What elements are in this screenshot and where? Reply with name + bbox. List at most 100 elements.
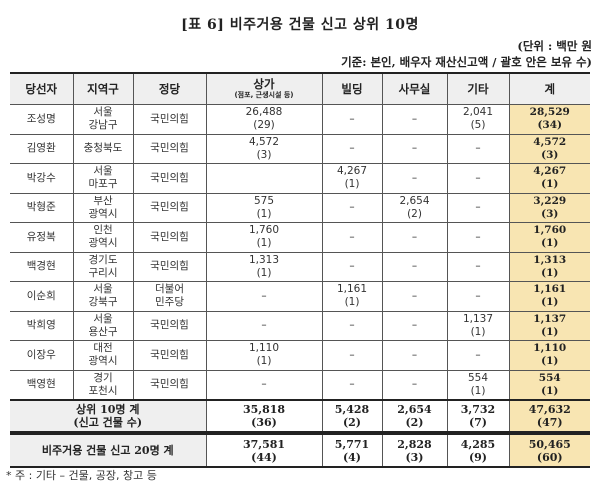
cell-total: 1,137 (1) [508, 310, 590, 341]
table-row: 이순희 서울 강북구 더불어 민주당 –1,161 (1) – –1,161 (1) [10, 281, 590, 312]
header-row: 당선자 지역구 정당 상가 (점포, 근생시설 등) 빌딩 사무실 기타 계 [10, 72, 590, 105]
cell-party: 국민의힘 [132, 251, 207, 282]
cell-commercial: 1,313 (1) [205, 251, 323, 282]
unit-note: (단위 : 백만 원 [517, 39, 592, 53]
summary-other: 3,732 (7) [446, 399, 510, 433]
summary-total: 47,632 (47) [508, 399, 590, 433]
header-district: 지역구 [72, 72, 134, 105]
cell-district: 대전 광역시 [72, 340, 134, 371]
cell-building: – [321, 251, 383, 282]
grand-total-building: 5,771 (4) [321, 433, 383, 468]
cell-building: – [321, 104, 383, 135]
cell-total: 3,229 (3) [508, 192, 590, 223]
grand-total-commercial: 37,581 (44) [205, 433, 323, 468]
cell-district: 충청북도 [72, 133, 134, 164]
table-row: 백경현 경기도 구리시 국민의힘 1,313 (1) – – –1,313 (1) [10, 251, 590, 282]
table-row: 조성명 서울 강남구 국민의힘 26,488 (29) – –2,041 (5) 28,529 (3… [10, 104, 590, 135]
summary-label: 상위 10명 계 (신고 건물 수) [10, 399, 207, 433]
header-building: 빌딩 [321, 72, 383, 105]
summary-building: 5,428 (2) [321, 399, 383, 433]
cell-name: 박희영 [10, 310, 74, 341]
cell-other: 2,041 (5) [446, 104, 510, 135]
cell-commercial: – [205, 310, 323, 341]
cell-total: 554 (1) [508, 369, 590, 401]
cell-commercial: – [205, 281, 323, 312]
cell-total: 1,760 (1) [508, 222, 590, 253]
cell-district: 부산 광역시 [72, 192, 134, 223]
cell-party: 국민의힘 [132, 192, 207, 223]
top10-table: 당선자 지역구 정당 상가 (점포, 근생시설 등) 빌딩 사무실 기타 계 조… [10, 72, 590, 433]
cell-name: 백경현 [10, 251, 74, 282]
cell-other: – [446, 133, 510, 164]
cell-district: 경기도 구리시 [72, 251, 134, 282]
cell-name: 이장우 [10, 340, 74, 371]
cell-party: 국민의힘 [132, 340, 207, 371]
cell-commercial: 1,760 (1) [205, 222, 323, 253]
header-total: 계 [508, 72, 590, 105]
cell-other: – [446, 163, 510, 194]
cell-building: 1,161 (1) [321, 281, 383, 312]
cell-name: 이순희 [10, 281, 74, 312]
grand-total-label: 비주거용 건물 신고 20명 계 [10, 433, 207, 468]
cell-district: 서울 강북구 [72, 281, 134, 312]
table-row: 김영환 충청북도 국민의힘 4,572 (3) – – –4,572 (3) [10, 133, 590, 164]
cell-total: 4,572 (3) [508, 133, 590, 164]
cell-office: – [381, 310, 448, 341]
cell-name: 조성명 [10, 104, 74, 135]
cell-commercial [205, 163, 323, 194]
table-row: 박희영 서울 용산구 국민의힘 – – –1,137 (1) 1,137 (1) [10, 310, 590, 341]
cell-office: 2,654 (2) [381, 192, 448, 223]
summary-commercial: 35,818 (36) [205, 399, 323, 433]
cell-office: – [381, 281, 448, 312]
cell-other: 554 (1) [446, 369, 510, 401]
cell-party: 국민의힘 [132, 369, 207, 401]
cell-commercial: 26,488 (29) [205, 104, 323, 135]
cell-district: 서울 마포구 [72, 163, 134, 194]
header-commercial-label: 상가 [253, 77, 275, 91]
cell-other: – [446, 222, 510, 253]
footnote: * 주 : 기타 – 건물, 공장, 창고 등 [6, 469, 157, 482]
cell-other: – [446, 192, 510, 223]
cell-other: – [446, 340, 510, 371]
cell-building: – [321, 310, 383, 341]
cell-total: 1,161 (1) [508, 281, 590, 312]
cell-party: 국민의힘 [132, 104, 207, 135]
cell-party: 국민의힘 [132, 133, 207, 164]
grand-total-total: 50,465 (60) [508, 433, 590, 468]
cell-commercial: 575 (1) [205, 192, 323, 223]
cell-building: – [321, 133, 383, 164]
cell-building: – [321, 340, 383, 371]
grand-total-row: 비주거용 건물 신고 20명 계 37,581 (44) 5,771 (4) 2,8… [10, 433, 590, 468]
header-commercial-sub: (점포, 근생시설 등) [234, 91, 294, 99]
cell-party: 국민의힘 [132, 310, 207, 341]
cell-party: 더불어 민주당 [132, 281, 207, 312]
cell-office: – [381, 104, 448, 135]
cell-office: – [381, 251, 448, 282]
table-title: [표 6] 비주거용 건물 신고 상위 10명 [181, 17, 419, 33]
cell-office: – [381, 163, 448, 194]
summary-row: 상위 10명 계 (신고 건물 수) 35,818 (36) 5,428 (2) 2… [10, 399, 590, 433]
table-row: 유정복 인천 광역시 국민의힘 1,760 (1) – – –1,760 (1) [10, 222, 590, 253]
cell-name: 김영환 [10, 133, 74, 164]
cell-total: 4,267 (1) [508, 163, 590, 194]
cell-district: 서울 용산구 [72, 310, 134, 341]
cell-name: 박형준 [10, 192, 74, 223]
grand-total-office: 2,828 (3) [381, 433, 448, 468]
header-other: 기타 [446, 72, 510, 105]
header-office: 사무실 [381, 72, 448, 105]
cell-building: – [321, 222, 383, 253]
cell-other: 1,137 (1) [446, 310, 510, 341]
header-name: 당선자 [10, 72, 74, 105]
header-commercial: 상가 (점포, 근생시설 등) [205, 72, 323, 105]
table-row: 백영현 경기 포천시 국민의힘 – – –554 (1) 554 (1) [10, 369, 590, 401]
cell-building: 4,267 (1) [321, 163, 383, 194]
cell-district: 경기 포천시 [72, 369, 134, 401]
grand-total-other: 4,285 (9) [446, 433, 510, 468]
table-row: 박형준 부산 광역시 국민의힘 575 (1) –2,654 (2) –3,229 (3) [10, 192, 590, 223]
cell-name: 백영현 [10, 369, 74, 401]
cell-building: – [321, 192, 383, 223]
cell-other: – [446, 281, 510, 312]
cell-building: – [321, 369, 383, 401]
cell-district: 인천 광역시 [72, 222, 134, 253]
cell-office: – [381, 340, 448, 371]
